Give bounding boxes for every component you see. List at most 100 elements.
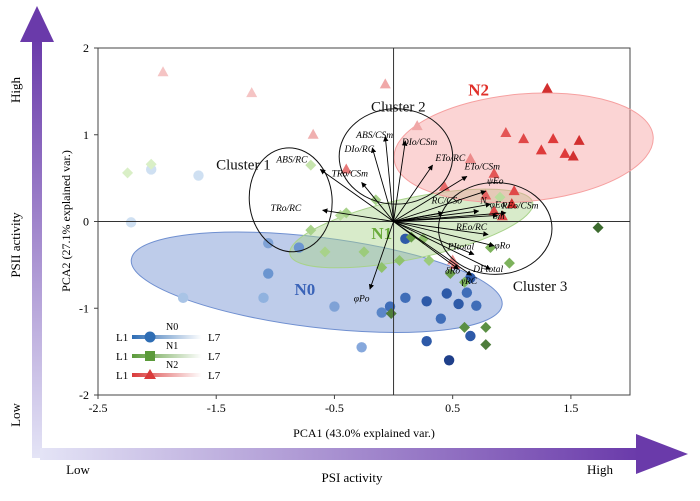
- loading-label-dio-rc: DIo/RC: [343, 145, 374, 155]
- psi-low-label: Low: [66, 462, 90, 477]
- loading-arrow-tro-csm: [361, 182, 394, 222]
- cluster-ellipse-cluster-1: [248, 147, 333, 253]
- psii-activity-arrow: [20, 6, 54, 458]
- point-n2-6: [411, 120, 423, 131]
- loading-label-rc: γRC: [461, 277, 478, 287]
- loading-label-reo-csm: REo/CSm: [501, 201, 539, 211]
- point-n2-12: [508, 185, 520, 196]
- legend-marker-n1: [145, 351, 155, 361]
- loading-label-pitotal: PItotal: [447, 242, 475, 252]
- psii-high-label: High: [8, 77, 23, 104]
- loading-arrow-dio-csm: [393, 140, 408, 222]
- point-n1-16: [494, 191, 506, 203]
- legend-name-n0: N0: [166, 322, 178, 333]
- loading-label-sm: Sm: [493, 212, 505, 222]
- point-n2-11: [500, 127, 512, 138]
- legend-start-n1: L1: [116, 351, 128, 363]
- loading-arrow-eto-csm: [393, 176, 468, 222]
- loading-label-abs-rc: ABS/RC: [275, 156, 308, 166]
- point-n0-5: [258, 292, 269, 304]
- y-tick-label: -2: [79, 388, 89, 402]
- legend-bar-n0: [132, 335, 202, 339]
- loading-label-eo: φEo: [490, 201, 506, 211]
- point-n1-10: [376, 261, 388, 273]
- point-n1-11: [393, 255, 405, 267]
- legend-end-n2: L7: [208, 370, 221, 382]
- loading-arrow-pitotal: [393, 221, 475, 256]
- x-tick-label: -1.5: [207, 401, 226, 415]
- point-n0-21: [421, 336, 432, 347]
- loading-arrow-tro-rc: [322, 208, 394, 222]
- point-n0-11: [376, 307, 387, 318]
- point-n0-24: [461, 287, 473, 298]
- loading-arrow-reo-csm: [393, 210, 507, 222]
- cluster-ellipse-cluster-3: [437, 181, 553, 275]
- x-tick-label: 1.5: [563, 401, 578, 415]
- point-n0-16: [441, 288, 452, 299]
- point-n1-17: [503, 257, 515, 269]
- point-n2-19: [567, 150, 579, 161]
- axis-ticks: -2.5 -1.5 -0.5 0.5 1.5 2 1 0 -1 -2: [79, 41, 578, 415]
- point-n0-15: [421, 296, 432, 307]
- loading-arrow-eo: [393, 190, 487, 222]
- legend-marker-n0: [144, 331, 156, 343]
- loading-arrow-rc: [393, 221, 473, 276]
- point-n0-20: [443, 355, 455, 366]
- x-tick-label: 0.5: [445, 401, 460, 415]
- y-tick-label: 0: [83, 215, 89, 229]
- loading-label-dftotal: DFtotal: [472, 265, 503, 275]
- psi-axis-label: PSI activity: [321, 470, 383, 485]
- point-n1-18: [405, 231, 417, 243]
- ellipse-n0: [130, 231, 503, 333]
- loading-arrow-po: [368, 221, 394, 290]
- point-n2-1: [157, 66, 169, 77]
- point-n0-22: [465, 330, 476, 342]
- point-n0-4: [177, 292, 189, 304]
- psii-low-label: Low: [8, 402, 23, 426]
- cluster-label-cluster-2: Cluster 2: [371, 99, 426, 115]
- psii-axis-label: PSII activity: [8, 212, 23, 278]
- point-n0-14: [435, 313, 447, 324]
- point-n2-21: [488, 205, 500, 216]
- loading-arrow-dio-rc: [371, 147, 394, 222]
- loading-vectors: ABS/RC TRo/RC TRo/CSm DIo/RC ABS/CSm DIo/CSm E…: [271, 131, 539, 304]
- loading-arrow-abs-csm: [383, 135, 395, 222]
- point-n2-4: [340, 163, 352, 174]
- group-label-n2: N2: [468, 81, 489, 100]
- point-n2-15: [535, 144, 547, 155]
- point-n1-4: [305, 224, 317, 236]
- y-tick-label: 2: [83, 41, 89, 55]
- loading-label-rc-cso: RC/CSo: [430, 196, 462, 206]
- psi-activity-arrow: [40, 434, 688, 474]
- point-n2-20: [573, 134, 585, 145]
- legend-bar-n1: [132, 354, 202, 358]
- point-n1-6: [340, 207, 352, 219]
- cluster-ellipses: Cluster 1 Cluster 2 Cluster 3: [216, 99, 567, 295]
- cluster-label-cluster-1: Cluster 1: [216, 157, 271, 173]
- legend-name-n2: N2: [166, 360, 178, 371]
- point-n2-8: [464, 153, 476, 164]
- psi-high-label: High: [587, 462, 614, 477]
- legend-start-n0: L1: [116, 332, 128, 344]
- point-n0-23: [471, 300, 482, 311]
- point-n1-8: [319, 246, 331, 258]
- legend-name-n1: N1: [166, 341, 178, 352]
- group-label-n1: N1: [371, 224, 392, 243]
- loading-arrow-eto-rc: [393, 164, 433, 222]
- group-label-n0: N0: [294, 280, 315, 299]
- point-n2-14: [518, 133, 530, 144]
- point-n0-3: [125, 217, 137, 228]
- legend-bar-n2: [132, 373, 202, 377]
- point-n0-13: [400, 292, 411, 304]
- zero-lines: N0 N1 N2: [98, 48, 630, 395]
- loading-label-ro: φRo: [494, 241, 510, 251]
- point-n2-18: [559, 147, 571, 158]
- loading-arrow-abs-rc: [319, 169, 394, 222]
- loading-label-tro-csm: TRo/CSm: [332, 169, 369, 179]
- legend-marker-n2: [144, 369, 156, 379]
- legend-end-n0: L7: [208, 332, 221, 344]
- loading-arrow-reo-rc: [393, 221, 489, 237]
- point-n1-19: [444, 268, 456, 280]
- point-n1-22: [480, 339, 492, 351]
